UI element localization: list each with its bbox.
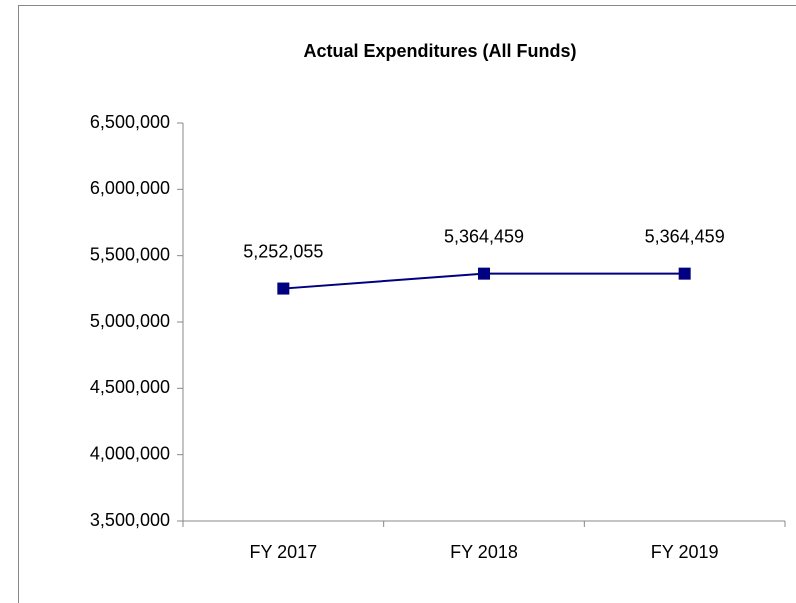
- chart-title: Actual Expenditures (All Funds): [303, 41, 576, 61]
- y-tick-label: 6,500,000: [90, 112, 170, 132]
- marker: [678, 267, 691, 280]
- data-label: 5,364,459: [444, 226, 524, 246]
- y-tick-label: 3,500,000: [90, 510, 170, 530]
- x-tick-label: FY 2019: [651, 542, 719, 562]
- y-tick-label: 5,000,000: [90, 311, 170, 331]
- y-tick-label: 6,000,000: [90, 178, 170, 198]
- x-tick-label: FY 2017: [249, 542, 317, 562]
- chart-frame: [18, 5, 796, 603]
- y-tick-label: 5,500,000: [90, 244, 170, 264]
- marker: [478, 267, 490, 280]
- x-tick-label: FY 2018: [450, 542, 518, 562]
- data-label: 5,364,459: [645, 226, 725, 246]
- y-tick-label: 4,500,000: [90, 377, 170, 397]
- data-label: 5,252,055: [243, 241, 323, 261]
- marker: [277, 282, 290, 295]
- y-tick-label: 4,000,000: [90, 443, 170, 463]
